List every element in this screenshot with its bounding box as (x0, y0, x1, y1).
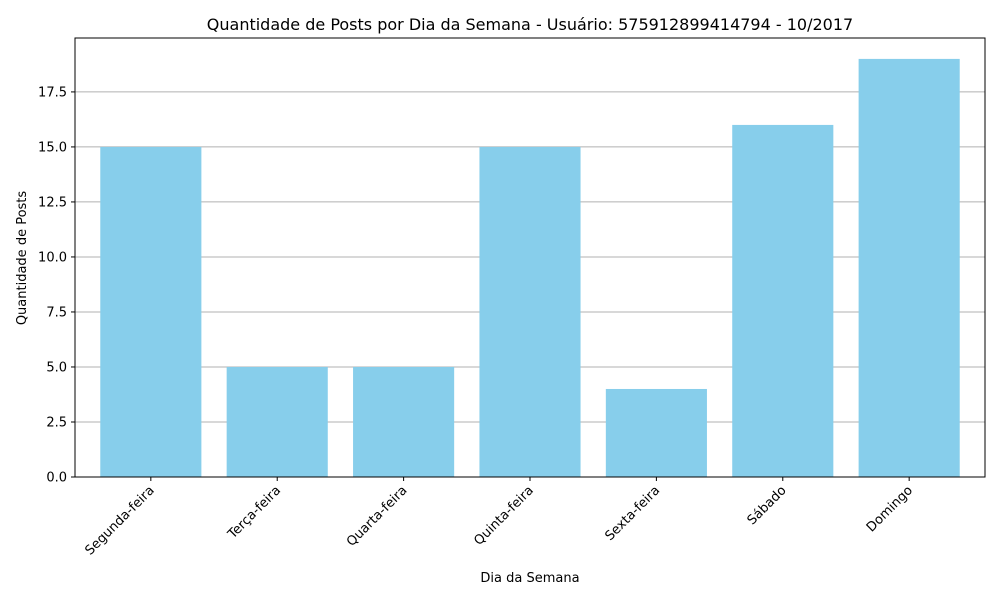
bar (479, 146, 581, 477)
chart-title: Quantidade de Posts por Dia da Semana - … (207, 15, 853, 34)
x-tick-label: Quarta-feira (344, 483, 411, 550)
bar (605, 388, 707, 477)
y-tick-label: 0.0 (46, 471, 67, 486)
bar (732, 124, 834, 477)
x-tick-label: Quinta-feira (471, 483, 536, 548)
y-tick-label: 7.5 (46, 305, 67, 320)
y-ticks: 0.0 2.5 5.0 7.5 10.0 12.5 15.0 17.5 (38, 85, 75, 486)
x-ticks: Segunda-feira Terça-feira Quarta-feira Quin… (82, 477, 916, 558)
bar (100, 146, 202, 477)
x-axis-label: Dia da Semana (480, 571, 579, 586)
bars (100, 58, 960, 478)
x-tick-label: Segunda-feira (82, 483, 157, 558)
y-tick-label: 15.0 (38, 140, 67, 155)
x-tick-label: Domingo (864, 483, 916, 535)
y-tick-label: 12.5 (38, 195, 67, 210)
bar (226, 366, 328, 477)
y-axis-label: Quantidade de Posts (15, 191, 30, 326)
x-tick-label: Terça-feira (225, 483, 284, 542)
y-tick-label: 2.5 (46, 415, 67, 430)
x-tick-label: Sexta-feira (602, 483, 663, 544)
y-tick-label: 10.0 (38, 250, 67, 265)
y-tick-label: 5.0 (46, 360, 67, 375)
x-tick-label: Sábado (745, 483, 790, 528)
y-tick-label: 17.5 (38, 85, 67, 100)
bar (353, 366, 455, 477)
bar (858, 58, 960, 478)
